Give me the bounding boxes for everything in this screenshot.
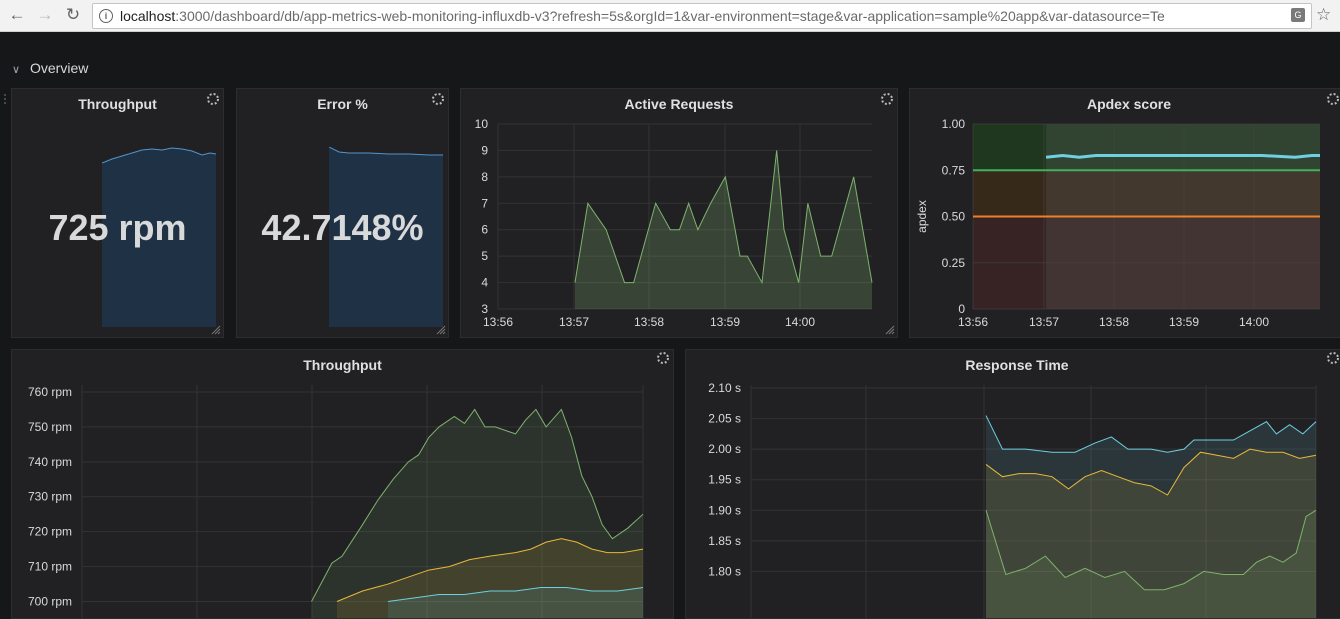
address-bar[interactable]: i localhost:3000/dashboard/db/app-metric… xyxy=(92,3,1312,29)
drag-handle-icon[interactable] xyxy=(3,93,7,107)
x-tick-label: 13:57 xyxy=(1029,315,1059,329)
x-tick-label: 13:57 xyxy=(559,315,589,329)
y-tick-label: 3 xyxy=(481,302,488,316)
y-tick-label: 1.80 s xyxy=(708,564,741,578)
loading-icon xyxy=(881,93,893,105)
series-line xyxy=(985,415,1317,453)
series-line xyxy=(336,538,644,602)
y-tick-label: 6 xyxy=(481,223,488,237)
y-tick-label: 0 xyxy=(958,302,965,316)
panel-title: Throughput xyxy=(78,96,157,112)
y-tick-label: 7 xyxy=(481,196,488,210)
series-area xyxy=(986,510,1316,618)
stat-value: 42.7148% xyxy=(261,207,424,248)
y-tick-label: 1.00 xyxy=(942,117,966,131)
info-icon[interactable]: i xyxy=(99,9,113,23)
y-tick-label: 730 rpm xyxy=(28,490,72,504)
x-tick-label: 13:59 xyxy=(710,315,740,329)
resize-handle-icon[interactable] xyxy=(885,325,895,335)
y-axis-label: apdex xyxy=(915,200,929,233)
y-tick-label: 1.95 s xyxy=(708,473,741,487)
sparkline xyxy=(329,147,443,327)
series-area xyxy=(311,409,643,618)
y-tick-label: 1.90 s xyxy=(708,503,741,517)
forward-icon[interactable]: → xyxy=(36,5,54,24)
panel-title: Error % xyxy=(317,96,368,112)
active-requests-chart: 3 4 5 6 7 8 9 10 13:56 13:57 13:58 13:59 14:00 xyxy=(475,117,873,329)
y-tick-label: 5 xyxy=(481,249,488,263)
y-tick-label: 4 xyxy=(481,276,488,290)
threshold-ok-band xyxy=(973,124,1320,171)
y-tick-label: 0.75 xyxy=(942,163,966,177)
stat-value: 725 rpm xyxy=(48,207,187,248)
back-icon[interactable]: ← xyxy=(8,5,26,24)
loading-icon xyxy=(432,93,444,105)
y-tick-label: 2.00 s xyxy=(708,442,741,456)
star-icon[interactable]: ☆ xyxy=(1316,5,1332,24)
y-tick-label: 2.05 s xyxy=(708,412,741,426)
series-line xyxy=(1045,153,1320,159)
panel-title: Active Requests xyxy=(624,96,734,112)
series-line xyxy=(311,408,644,602)
panel-throughput-stat[interactable]: Throughput 725 rpm xyxy=(11,88,224,338)
y-tick-label: 2.10 s xyxy=(708,381,741,395)
x-tick-label: 13:58 xyxy=(1099,315,1129,329)
y-tick-label: 740 rpm xyxy=(28,455,72,469)
panel-throughput-graph[interactable]: Throughput 700 rpm 710 rpm 720 rpm 730 rpm 7… xyxy=(11,349,674,619)
y-tick-label: 710 rpm xyxy=(28,560,72,574)
panel-title: Throughput xyxy=(303,357,382,373)
x-tick-label: 14:00 xyxy=(1239,315,1269,329)
loading-icon xyxy=(657,352,669,364)
y-tick-label: 750 rpm xyxy=(28,420,72,434)
row-header-overview[interactable]: ∨ Overview xyxy=(12,60,88,76)
panel-title: Apdex score xyxy=(1086,96,1172,112)
y-tick-label: 0.25 xyxy=(942,256,966,270)
y-tick-label: 9 xyxy=(481,143,488,157)
browser-toolbar: ← → ↻ i localhost:3000/dashboard/db/app-… xyxy=(0,0,1340,32)
url-host: localhost xyxy=(120,8,176,24)
series-line xyxy=(387,587,644,603)
x-tick-label: 13:58 xyxy=(634,315,664,329)
y-tick-label: 720 rpm xyxy=(28,525,72,539)
y-tick-label: 760 rpm xyxy=(28,385,72,399)
resize-handle-icon[interactable] xyxy=(436,325,446,335)
panel-apdex[interactable]: Apdex score 0 0.25 0.50 0.75 1.00 13:56 13:57 1… xyxy=(909,88,1340,338)
loading-icon xyxy=(207,93,219,105)
y-tick-label: 8 xyxy=(481,170,488,184)
reload-icon[interactable]: ↻ xyxy=(65,5,81,24)
chevron-down-icon: ∨ xyxy=(12,64,21,76)
sparkline xyxy=(102,147,217,327)
y-tick-label: 1.85 s xyxy=(708,534,741,548)
resize-handle-icon[interactable] xyxy=(211,325,221,335)
y-tick-label: 700 rpm xyxy=(28,595,72,609)
series-area xyxy=(986,415,1316,618)
panel-error-stat[interactable]: Error % 42.7148% xyxy=(236,88,449,338)
y-tick-label: 0.50 xyxy=(942,210,966,224)
threshold-warn-band xyxy=(973,170,1320,217)
series-area xyxy=(575,150,872,309)
x-tick-label: 13:56 xyxy=(483,315,513,329)
x-tick-label: 13:59 xyxy=(1169,315,1199,329)
y-tick-label: 10 xyxy=(475,117,489,131)
x-tick-label: 13:56 xyxy=(958,315,988,329)
panel-active-requests[interactable]: Active Requests 3 4 5 6 7 8 9 10 13:56 13:57 13:58… xyxy=(460,88,898,338)
panel-title: Response Time xyxy=(965,357,1069,373)
apdex-chart: 0 0.25 0.50 0.75 1.00 13:56 13:57 13:58 13:59 14:… xyxy=(915,117,1320,329)
loading-icon xyxy=(1327,352,1339,364)
panel-response-time[interactable]: Response Time 1.80 s 1.85 s 1.90 s 1.95 s 2.… xyxy=(685,349,1340,619)
series-line xyxy=(574,150,873,285)
response-time-chart: 1.80 s 1.85 s 1.90 s 1.95 s 2.00 s 2.05 s 2.10… xyxy=(708,381,1317,618)
translate-icon[interactable]: G xyxy=(1291,8,1305,22)
loading-icon xyxy=(1327,93,1339,105)
series-line xyxy=(985,509,1317,591)
url-path: :3000/dashboard/db/app-metrics-web-monit… xyxy=(175,8,1165,24)
series-line xyxy=(985,448,1317,496)
x-tick-label: 14:00 xyxy=(785,315,815,329)
row-title: Overview xyxy=(30,60,89,76)
throughput-chart: 700 rpm 710 rpm 720 rpm 730 rpm 740 rpm 750 r… xyxy=(28,385,644,618)
